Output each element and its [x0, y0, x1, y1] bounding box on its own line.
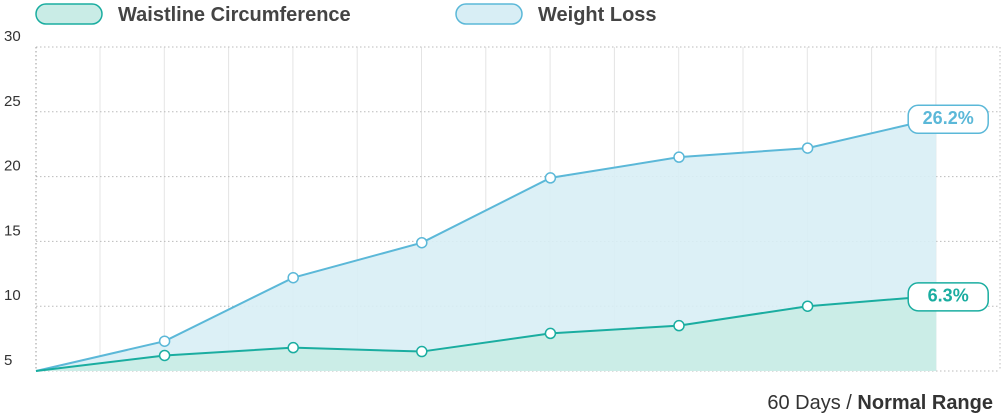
legend-label: Weight Loss — [538, 4, 657, 26]
y-tick-label: 25 — [4, 93, 21, 110]
end-label-box — [907, 282, 989, 312]
point — [158, 349, 171, 362]
footer-range: Normal Range — [857, 392, 993, 414]
point — [801, 300, 814, 312]
line — [35, 117, 937, 372]
legend-swatch — [455, 3, 523, 25]
line — [35, 294, 937, 372]
area — [36, 295, 937, 371]
point — [544, 172, 557, 184]
end-label-text: 26.2% — [923, 108, 974, 128]
point — [416, 345, 428, 358]
y-tick-label: 30 — [4, 28, 21, 45]
area — [36, 118, 937, 371]
end-label-box — [907, 104, 989, 135]
point — [544, 327, 557, 340]
footer-period: 60 Days — [767, 392, 841, 414]
legend-label: Waistline Circumference — [118, 4, 351, 26]
point — [416, 236, 428, 249]
y-tick-label: 10 — [4, 287, 21, 304]
point — [287, 341, 299, 354]
point — [673, 319, 685, 332]
end-label-text: 6.3% — [928, 286, 969, 306]
point — [287, 271, 299, 284]
footer: 60 Days / Normal Range — [767, 392, 993, 415]
y-tick-label: 15 — [4, 222, 21, 239]
legend-swatch — [35, 3, 103, 25]
point — [801, 142, 814, 154]
footer-separator: / — [846, 392, 852, 414]
end-label: 26.2% — [907, 104, 989, 135]
y-tick-label: 5 — [4, 352, 12, 369]
end-label: 6.3% — [907, 282, 989, 312]
point — [158, 335, 171, 347]
point — [673, 151, 685, 163]
y-tick-label: 20 — [4, 158, 21, 175]
